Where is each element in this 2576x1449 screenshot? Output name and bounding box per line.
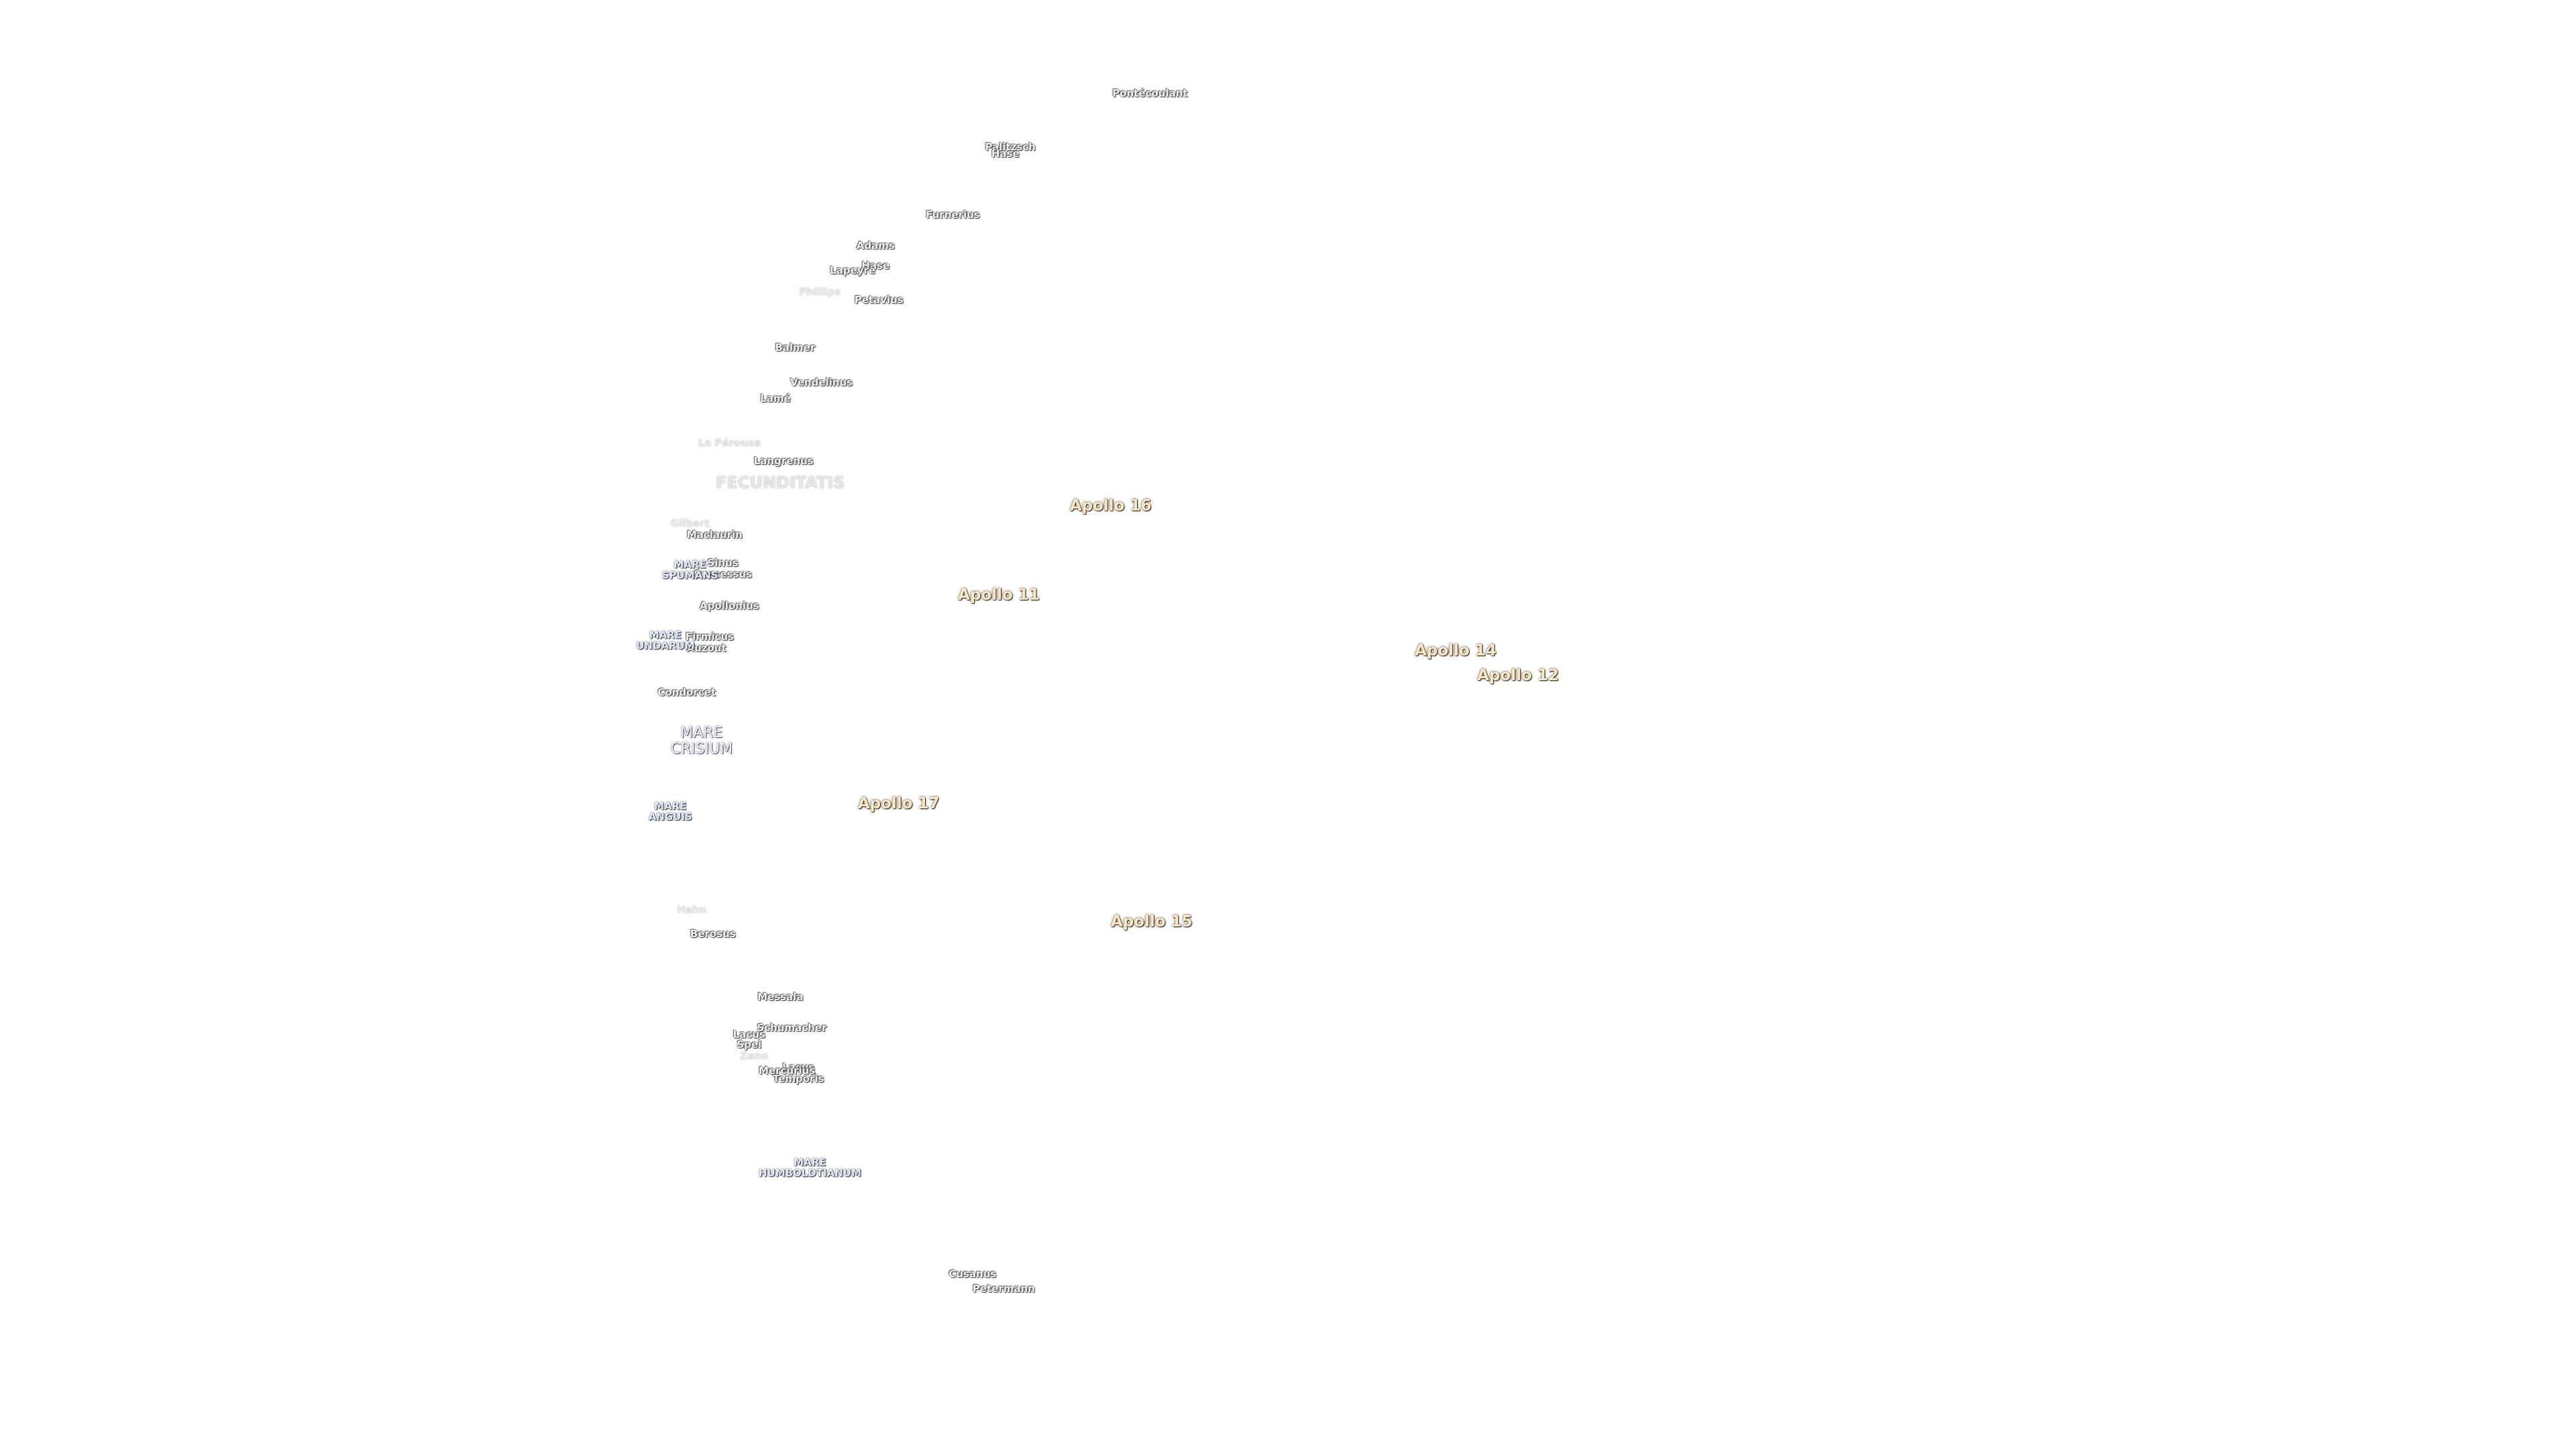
crater-label: Pontécoulant — [1112, 87, 1188, 99]
landing-site-label: Apollo 11 — [958, 586, 1040, 604]
crater-label: Apollonius — [700, 599, 759, 612]
crater-label: Lacus — [733, 1028, 765, 1040]
crater-label: Hase — [861, 259, 890, 272]
mare-label: MARE UNDARUM — [636, 630, 694, 651]
mare-label-line: FECUNDITATIS — [715, 473, 845, 492]
landing-site-label: Apollo 14 — [1414, 641, 1497, 659]
crater-label: Hase — [991, 148, 1020, 160]
crater-label: Petavius — [854, 294, 904, 307]
crater-label: Balmer — [775, 341, 816, 354]
crater-label: Palitzsch — [985, 141, 1036, 154]
mare-label-line: MARE — [674, 558, 706, 571]
landing-site-label: Apollo 12 — [1477, 666, 1559, 684]
crater-label: Auzout — [686, 642, 727, 655]
crater-label: Mercurius — [758, 1064, 816, 1077]
mare-label-line: MARE — [654, 800, 687, 812]
crater-label: Gilbert — [670, 517, 710, 530]
crater-label: Successus — [694, 568, 752, 581]
crater-label: Maclaurin — [686, 529, 743, 541]
landing-site-label: Apollo 17 — [857, 794, 940, 812]
crater-label: Spei — [737, 1038, 762, 1051]
mare-label-line: SPUMANS — [661, 568, 718, 581]
crater-label: Lamé — [760, 392, 791, 405]
crater-label: Phillips — [799, 286, 841, 299]
crater-label: Berosus — [690, 928, 736, 941]
crater-label: Temporis — [772, 1073, 824, 1085]
crater-label: Hahn — [676, 903, 707, 916]
crater-label: La Pérouse — [698, 437, 761, 449]
crater-label: Petermann — [972, 1283, 1035, 1295]
mare-label-line: HUMBOLDTIANUM — [758, 1167, 861, 1179]
crater-label: Schumacher — [757, 1022, 827, 1034]
crater-label: Langrenus — [753, 455, 814, 468]
crater-label: Messala — [757, 990, 804, 1003]
crater-label: Firmicus — [685, 631, 734, 643]
mare-label-line: MARE — [680, 724, 723, 742]
mare-label: MARE HUMBOLDTIANUM — [759, 1157, 861, 1179]
mare-label-line: ANGUIS — [648, 810, 692, 822]
crater-label: Lapeyre — [830, 264, 875, 277]
landing-site-label: Apollo 16 — [1069, 497, 1152, 515]
crater-label: Lacus — [782, 1061, 815, 1073]
crater-label: Condorcet — [657, 686, 716, 699]
crater-label: Furnerius — [926, 208, 980, 221]
mare-label-line: MARE — [649, 629, 682, 641]
mare-label-line: UNDARUM — [636, 639, 695, 652]
landing-site-label: Apollo 15 — [1110, 912, 1193, 930]
crater-label: Vendelinus — [790, 376, 853, 388]
mare-label-line: MARE — [794, 1156, 826, 1169]
mare-label: FECUNDITATIS — [716, 474, 845, 491]
mare-label: MARE SPUMANS — [662, 559, 718, 581]
mare-label: MARE CRISIUM — [670, 725, 733, 756]
crater-label: Adams — [856, 239, 895, 252]
crater-label: Cusanus — [949, 1268, 997, 1281]
mare-label-line: CRISIUM — [670, 740, 733, 757]
crater-label: Sinus — [707, 557, 739, 570]
crater-label: Zeno — [740, 1049, 769, 1062]
mare-label: MARE ANGUIS — [648, 800, 692, 822]
